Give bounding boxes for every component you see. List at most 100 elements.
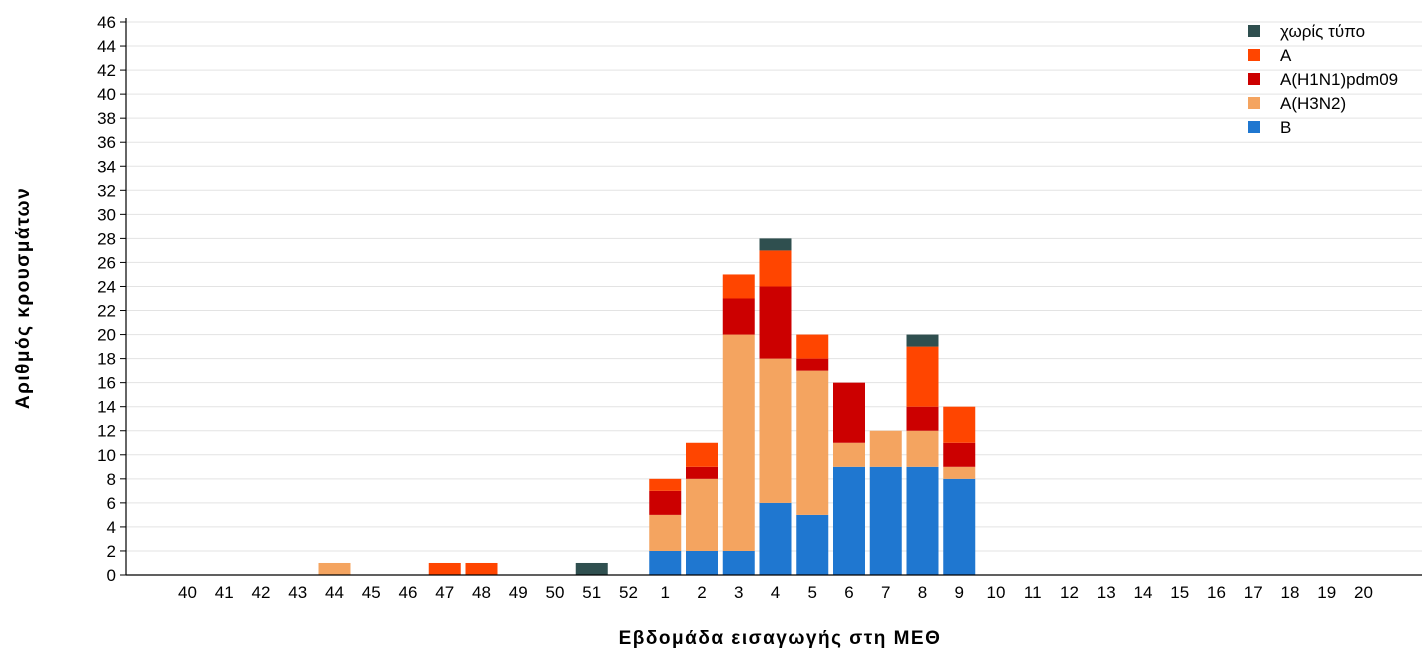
bar-segment xyxy=(943,406,976,443)
x-tick-label: 11 xyxy=(1024,583,1042,602)
y-tick-labels: 0246810121416182022242628303234363840424… xyxy=(97,13,116,585)
legend-swatch xyxy=(1248,49,1260,61)
bar-segment xyxy=(833,442,865,467)
bar-segment xyxy=(686,478,718,551)
x-tick-label: 47 xyxy=(435,583,454,602)
x-tick-label: 45 xyxy=(362,583,381,602)
x-tick-label: 15 xyxy=(1170,583,1189,602)
bar-segment xyxy=(686,466,718,479)
x-axis-title: Εβδομάδα εισαγωγής στη ΜΕΘ xyxy=(619,628,942,649)
y-tick-label: 28 xyxy=(97,229,116,248)
legend: χωρίς τύπο A A(H1N1)pdm09 A(H3N2) B xyxy=(1248,22,1398,137)
x-tick-label: 17 xyxy=(1244,583,1263,602)
bar-segment xyxy=(649,514,682,551)
bar-segment xyxy=(796,334,829,359)
bar-segment xyxy=(686,442,718,467)
y-tick-label: 32 xyxy=(97,181,116,200)
x-tick-label: 6 xyxy=(844,583,853,602)
y-tick-label: 22 xyxy=(97,302,116,321)
legend-swatch xyxy=(1248,97,1260,109)
x-tick-label: 52 xyxy=(619,583,638,602)
x-tick-label: 46 xyxy=(399,583,418,602)
bar-segment xyxy=(759,250,792,287)
x-tick-label: 49 xyxy=(509,583,528,602)
y-tick-label: 18 xyxy=(97,350,116,369)
bars xyxy=(318,238,976,575)
legend-label: A xyxy=(1280,46,1292,65)
bar-segment xyxy=(686,550,718,575)
x-tick-label: 44 xyxy=(325,583,344,602)
bar-segment xyxy=(759,238,792,251)
y-tick-label: 20 xyxy=(97,326,116,345)
y-tick-label: 44 xyxy=(97,37,116,56)
y-tick-label: 34 xyxy=(97,157,116,176)
legend-label: A(H3N2) xyxy=(1280,94,1346,113)
y-tick-label: 2 xyxy=(107,542,116,561)
bar-segment xyxy=(318,562,351,575)
x-tick-label: 4 xyxy=(771,583,780,602)
x-tick-label: 2 xyxy=(697,583,706,602)
bar-segment xyxy=(943,442,976,467)
bar-segment xyxy=(796,514,829,575)
bar-segment xyxy=(649,550,682,575)
y-tick-label: 24 xyxy=(97,277,116,296)
y-tick-label: 42 xyxy=(97,61,116,80)
x-tick-label: 13 xyxy=(1097,583,1116,602)
x-tick-label: 16 xyxy=(1207,583,1226,602)
bar-segment xyxy=(796,370,829,515)
bar-segment xyxy=(869,466,902,575)
x-tick-label: 5 xyxy=(808,583,817,602)
bar-segment xyxy=(722,274,755,299)
bar-segment xyxy=(906,346,939,407)
x-tick-label: 19 xyxy=(1317,583,1336,602)
y-tick-label: 30 xyxy=(97,205,116,224)
y-tick-label: 38 xyxy=(97,109,116,128)
bar-segment xyxy=(722,334,755,551)
legend-label: A(H1N1)pdm09 xyxy=(1280,70,1398,89)
x-tick-label: 9 xyxy=(955,583,964,602)
y-tick-label: 8 xyxy=(107,470,116,489)
bar-segment xyxy=(943,478,976,575)
bar-segment xyxy=(943,466,976,479)
x-tick-label: 48 xyxy=(472,583,491,602)
legend-label: B xyxy=(1280,118,1291,137)
x-tick-label: 20 xyxy=(1354,583,1373,602)
bar-segment xyxy=(722,298,755,335)
x-tick-labels: 40 41 42 43 44 45 46 47 48 49 50 51 52 1 2 3 4 5 6 7 8 9 10 11 1… xyxy=(178,583,1373,602)
axes xyxy=(120,18,1422,576)
y-tick-label: 14 xyxy=(97,398,116,417)
legend-swatch xyxy=(1248,25,1260,37)
bar-segment xyxy=(649,478,682,491)
bar-segment xyxy=(722,550,755,575)
bar-segment xyxy=(833,382,865,443)
x-tick-label: 8 xyxy=(918,583,927,602)
bar-segment xyxy=(428,562,461,575)
x-tick-label: 14 xyxy=(1134,583,1153,602)
bar-segment xyxy=(869,430,902,467)
bar-segment xyxy=(833,466,865,575)
y-tick-label: 46 xyxy=(97,13,116,32)
bar-segment xyxy=(906,430,939,467)
bar-segment xyxy=(906,406,939,431)
y-tick-label: 4 xyxy=(107,518,116,537)
y-tick-label: 6 xyxy=(107,494,116,513)
x-tick-label: 18 xyxy=(1281,583,1300,602)
x-tick-label: 40 xyxy=(178,583,197,602)
x-tick-label: 7 xyxy=(881,583,890,602)
y-tick-label: 10 xyxy=(97,446,116,465)
y-tick-label: 12 xyxy=(97,422,116,441)
legend-swatch xyxy=(1248,121,1260,133)
bar-segment xyxy=(906,466,939,575)
bar-segment xyxy=(575,562,608,575)
bar-segment xyxy=(759,358,792,503)
x-tick-label: 1 xyxy=(661,583,670,602)
legend-label: χωρίς τύπο xyxy=(1280,22,1365,41)
bar-segment xyxy=(649,490,682,515)
x-tick-label: 41 xyxy=(215,583,234,602)
y-tick-label: 40 xyxy=(97,85,116,104)
x-tick-label: 42 xyxy=(252,583,271,602)
x-tick-label: 10 xyxy=(987,583,1006,602)
x-tick-label: 43 xyxy=(288,583,307,602)
y-tick-label: 26 xyxy=(97,253,116,272)
